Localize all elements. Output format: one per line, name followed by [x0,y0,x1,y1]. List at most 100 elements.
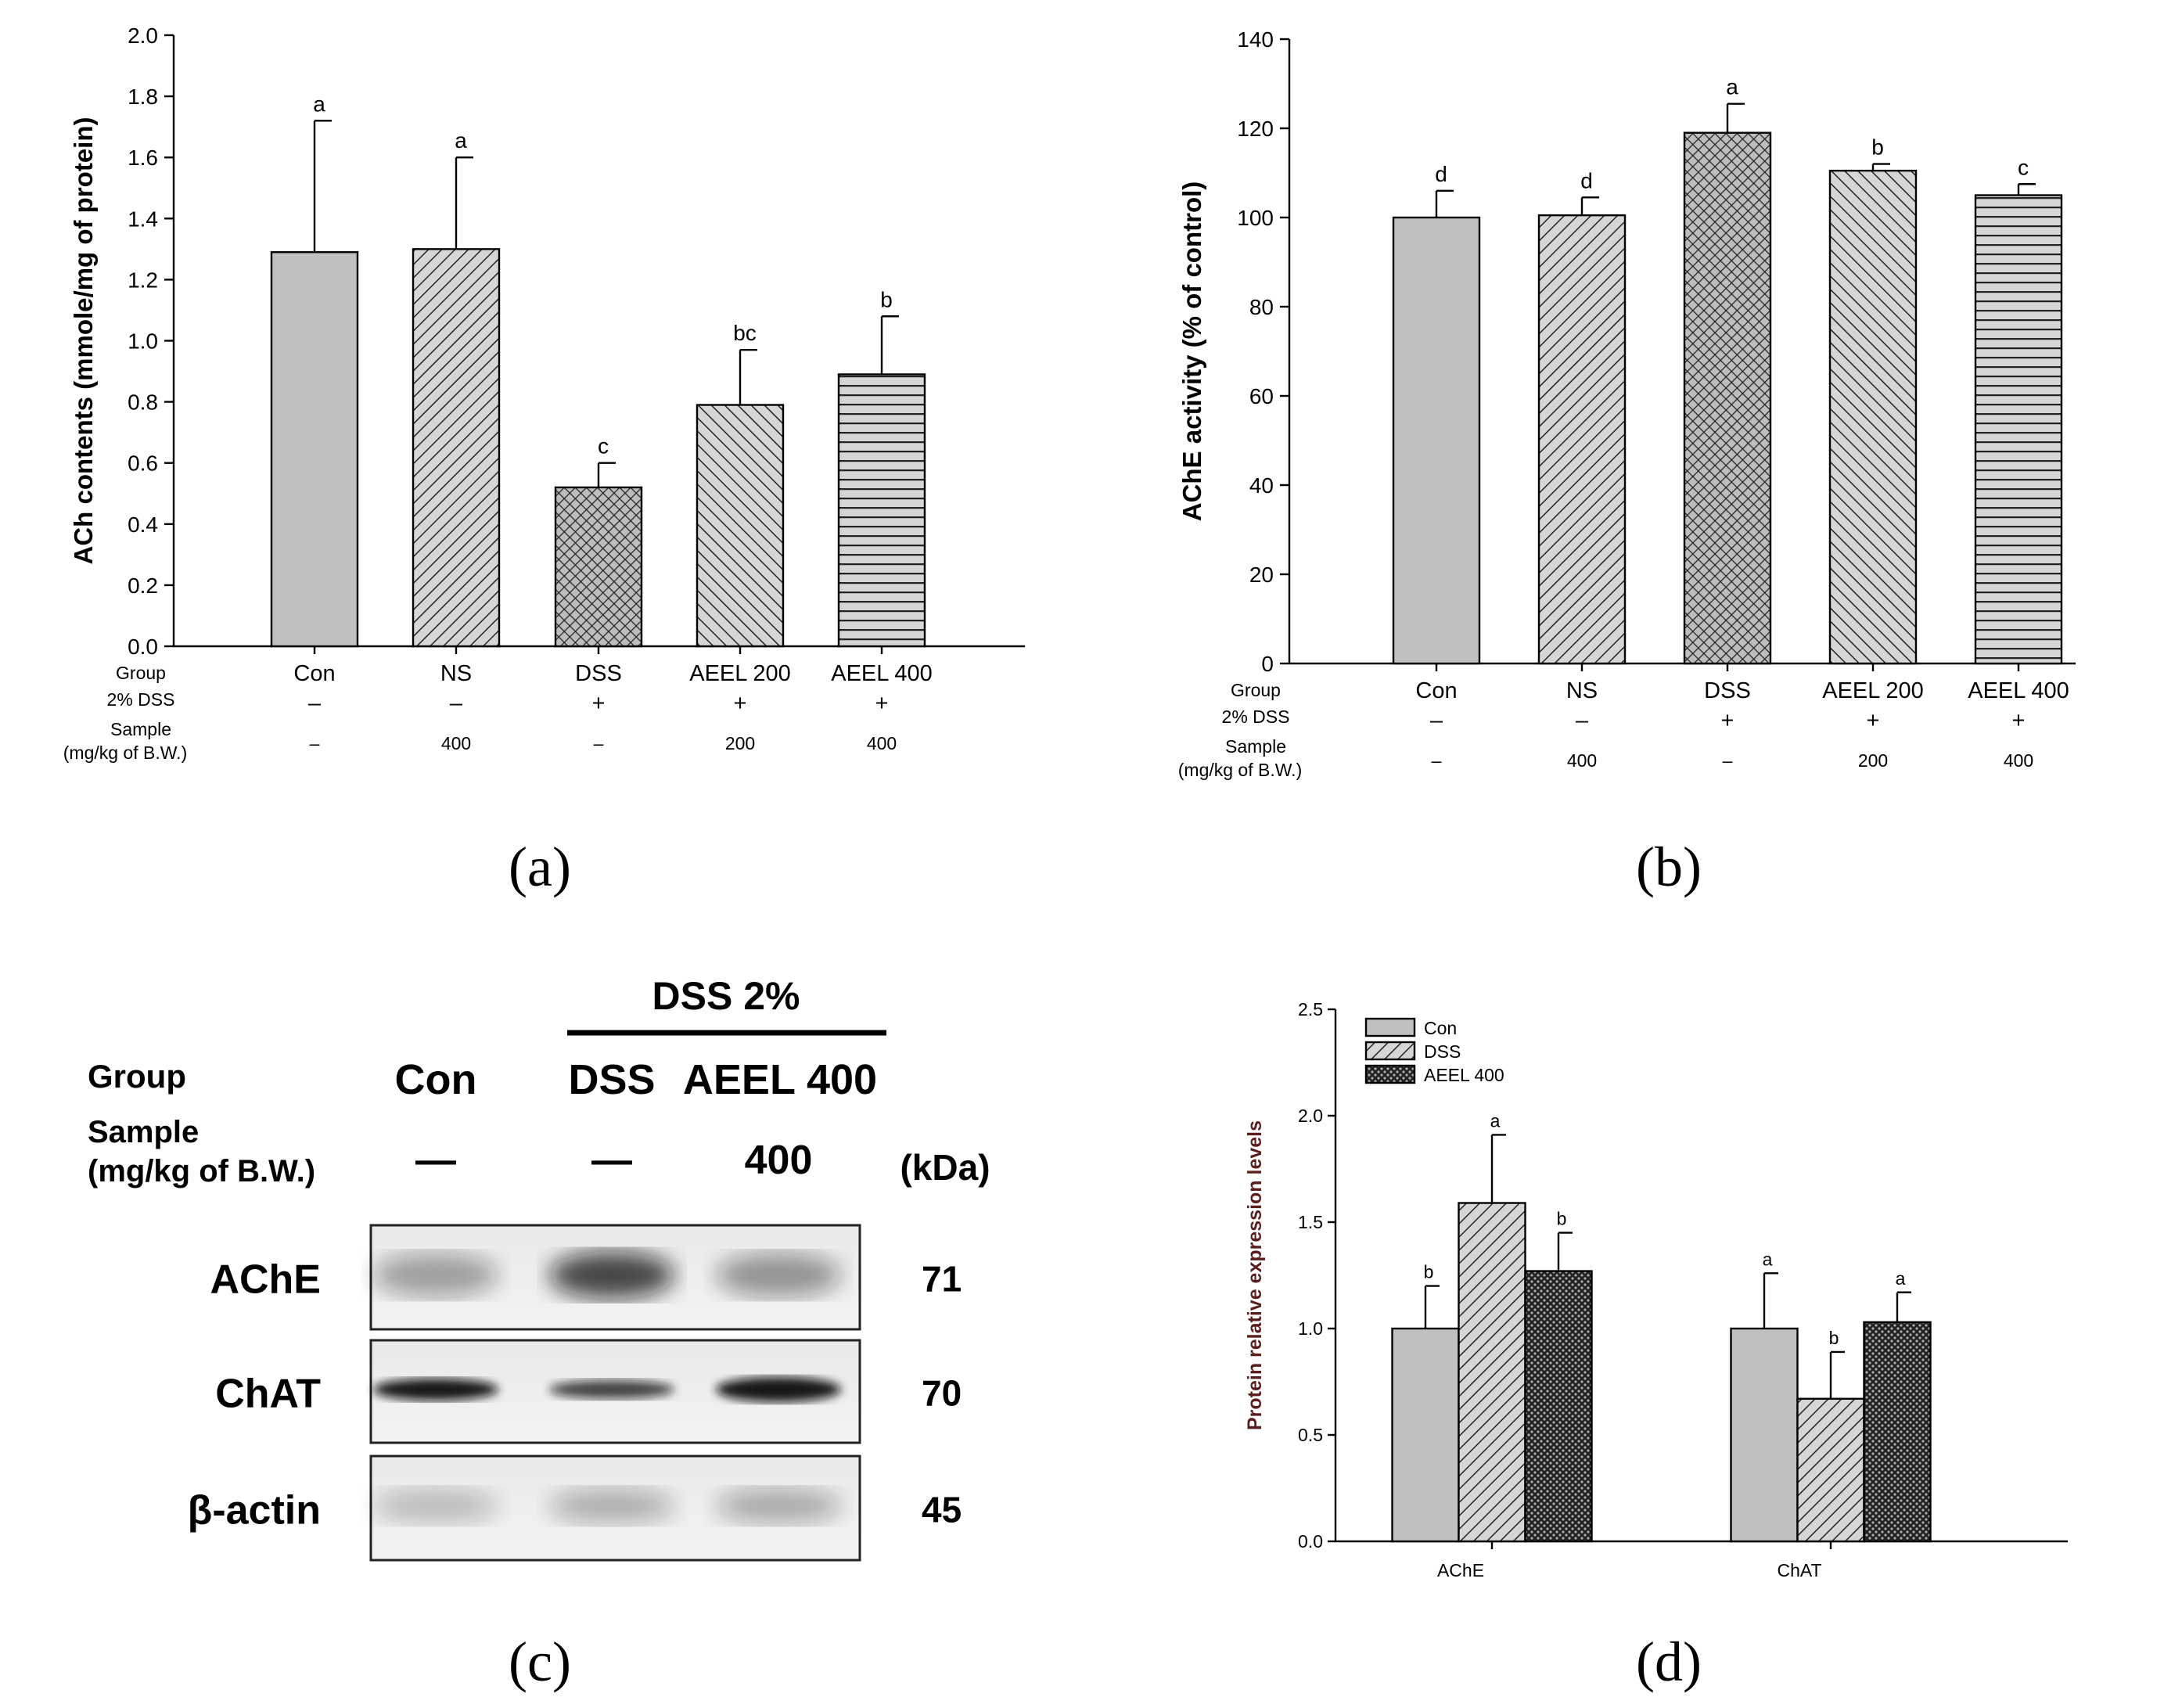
legend-swatch [1364,1017,1416,1037]
dss-row-value: + [2012,708,2026,733]
legend-swatch [1364,1041,1416,1061]
category-label: AEEL 200 [689,661,791,686]
row-label-group: Group [116,663,166,683]
sample-row-value: 200 [725,733,755,753]
y-tick-label: 2.5 [1298,999,1323,1019]
bar-ns [1537,214,1627,665]
blot-band [373,1253,498,1297]
row-label-dss: 2% DSS [107,689,175,710]
dss-row-value: – [1576,708,1589,733]
bar-aeel-400 [837,373,926,648]
blot-kda-label: (kDa) [900,1147,990,1188]
chart-ach-contents: 0.0 0.2 0.4 0.6 0.8 1.0 1.2 1.4 1.6 1.8 2.0 ACh con… [63,23,1025,763]
bar-ache-dss [1458,1202,1526,1543]
y-axis-label: AChE activity (% of control) [1177,182,1206,522]
blot-band [716,1253,841,1297]
blot-band [549,1379,674,1399]
row-label-sample-units: (mg/kg of B.W.) [1178,760,1302,780]
blot-sample-units: (mg/kg of B.W.) [88,1154,315,1188]
y-tick-label: 2.0 [1298,1106,1323,1126]
y-tick-label: 0.8 [128,390,158,415]
y-tick-label: 0.2 [128,574,158,598]
y-tick-label: 140 [1237,27,1274,52]
bar-ache-aeel-400 [1524,1270,1593,1543]
y-tick-label: 1.4 [128,207,158,231]
bar-con [1392,216,1481,665]
dss-row-value: – [450,691,463,716]
legend-label: DSS [1424,1041,1461,1062]
bar-chat-dss [1796,1397,1865,1543]
y-tick-label: 0.0 [128,635,158,659]
blot-band [373,1378,498,1401]
y-axis-label: ACh contents (mmole/mg of protein) [69,117,98,565]
y-tick-label: 120 [1237,117,1274,141]
bar-con [270,251,359,648]
significance-label: a [1763,1249,1773,1269]
blot-band [549,1488,674,1523]
y-tick-label: 0.4 [128,512,158,537]
dss-row-value: + [1721,708,1734,733]
sample-row-value: – [594,733,604,753]
y-tick-label: 20 [1249,563,1274,587]
category-label: Con [293,661,335,686]
sample-row-value: 400 [867,733,897,753]
bar-chat-aeel-400 [1863,1321,1932,1543]
y-axis-label: Protein relative expression levels [1244,1120,1266,1430]
sample-row-value: 400 [1567,750,1597,771]
significance-label: a [1896,1268,1906,1289]
y-tick-label: 0.0 [1298,1531,1323,1552]
y-tick-label: 0.6 [128,451,158,476]
y-tick-label: 1.5 [1298,1212,1323,1232]
panel-label-a: (a) [509,836,571,898]
y-tick-label: 100 [1237,206,1274,230]
bar-dss [554,486,643,648]
blot-row-0 [369,1224,861,1331]
blot-band-kda: 45 [922,1490,962,1530]
row-label-sample: Sample [1225,736,1286,757]
category-label: AEEL 200 [1822,678,1924,703]
legend-label: AEEL 400 [1424,1065,1504,1085]
dss-row-value: – [308,691,322,716]
panel-labels: (a) (b) (c) (d) [509,836,1702,1693]
bar-chat-con [1730,1327,1799,1543]
blot-header: DSS 2% [652,974,800,1018]
category-label: DSS [1704,678,1751,703]
blot-band-kda: 71 [922,1259,962,1300]
western-blot-panel: DSS 2% Group Con DSS AEEL 400 Sample (mg/kg of… [88,974,990,1562]
dss-row-value: – [1430,708,1443,733]
blot-sample-value: — [415,1138,456,1183]
significance-label: a [313,92,325,116]
blot-band [549,1251,674,1299]
blot-band-name: ChAT [215,1372,321,1417]
significance-label: c [2018,155,2029,179]
sample-row-value: – [310,733,320,753]
significance-label: b [1424,1262,1434,1282]
category-label: Con [1415,678,1457,703]
chart-ache-activity: 0 20 40 60 80 100 120 140 AChE activity (% of co… [1177,27,2076,780]
blot-group-name: AEEL 400 [683,1056,877,1103]
bar-aeel-200 [696,404,785,648]
significance-label: a [1726,75,1738,99]
dss-row-value: + [592,691,606,716]
row-label-sample-units: (mg/kg of B.W.) [63,743,187,763]
legend-label: Con [1424,1018,1457,1038]
dss-row-value: + [875,691,889,716]
category-label: NS [1566,678,1598,703]
dss-row-value: + [734,691,747,716]
y-tick-label: 80 [1249,295,1274,319]
significance-label: d [1435,162,1447,186]
blot-sample-label: Sample [88,1115,199,1149]
legend: Con DSS AEEL 400 [1364,1017,1504,1085]
y-tick-label: 1.8 [128,85,158,109]
significance-label: b [1557,1209,1567,1229]
category-label: AEEL 400 [1968,678,2069,703]
significance-label: d [1580,168,1593,192]
category-label: ChAT [1777,1560,1821,1580]
blot-group-name: Con [395,1056,477,1103]
sample-row-value: – [1432,750,1442,771]
significance-label: a [455,128,467,153]
bar-ns [412,248,501,648]
blot-band-kda: 70 [922,1373,962,1414]
row-label-dss: 2% DSS [1222,707,1290,727]
panel-label-b: (b) [1636,836,1702,898]
